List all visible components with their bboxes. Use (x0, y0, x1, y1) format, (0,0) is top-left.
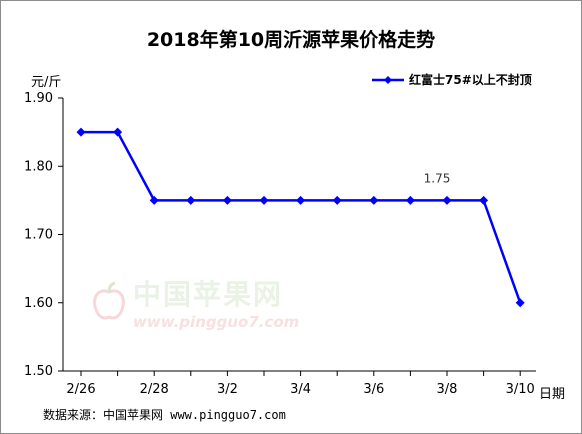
chart-title: 2018年第10周沂源苹果价格走势 (146, 29, 436, 51)
source-note: 数据来源：中国苹果网 www.pingguo7.com (43, 408, 286, 422)
x-tick-label: 3/2 (217, 382, 238, 397)
data-point-marker (113, 127, 123, 137)
data-point-marker (149, 195, 159, 205)
data-point-marker (405, 195, 415, 205)
x-tick-label: 3/10 (506, 382, 535, 397)
legend-series-label: 红富士75#以上不封顶 (409, 73, 532, 87)
data-label: 1.75 (424, 171, 451, 185)
y-tick-label: 1.70 (24, 228, 53, 243)
data-point-marker (76, 127, 86, 137)
data-point-marker (369, 195, 379, 205)
data-point-marker (442, 195, 452, 205)
x-tick-label: 3/4 (290, 382, 311, 397)
data-point-marker (332, 195, 342, 205)
y-tick-label: 1.60 (24, 296, 53, 311)
y-tick-label: 1.90 (24, 91, 53, 106)
data-point-marker (515, 298, 525, 308)
y-axis-unit-label: 元/斤 (31, 75, 62, 90)
x-tick-label: 3/6 (363, 382, 384, 397)
watermark: 中国苹果网 www.pingguo7.com (91, 273, 299, 331)
x-tick-label: 2/26 (66, 382, 95, 397)
legend: 红富士75#以上不封顶 (371, 71, 532, 88)
watermark-url: www.pingguo7.com (133, 313, 300, 331)
x-tick-label: 2/28 (140, 382, 169, 397)
y-tick-label: 1.50 (24, 364, 53, 379)
data-point-marker (479, 195, 489, 205)
legend-line-marker-icon (372, 75, 404, 84)
watermark-site-name: 中国苹果网 (133, 278, 284, 311)
x-tick-label: 3/8 (437, 382, 458, 397)
apple-logo-watermark-icon (93, 282, 125, 320)
data-point-marker (222, 195, 232, 205)
x-axis-unit-label: 日期 (539, 387, 566, 402)
data-point-marker (259, 195, 269, 205)
data-point-marker (296, 195, 306, 205)
series-line (81, 130, 522, 304)
data-point-marker (186, 195, 196, 205)
y-tick-label: 1.80 (24, 159, 53, 174)
